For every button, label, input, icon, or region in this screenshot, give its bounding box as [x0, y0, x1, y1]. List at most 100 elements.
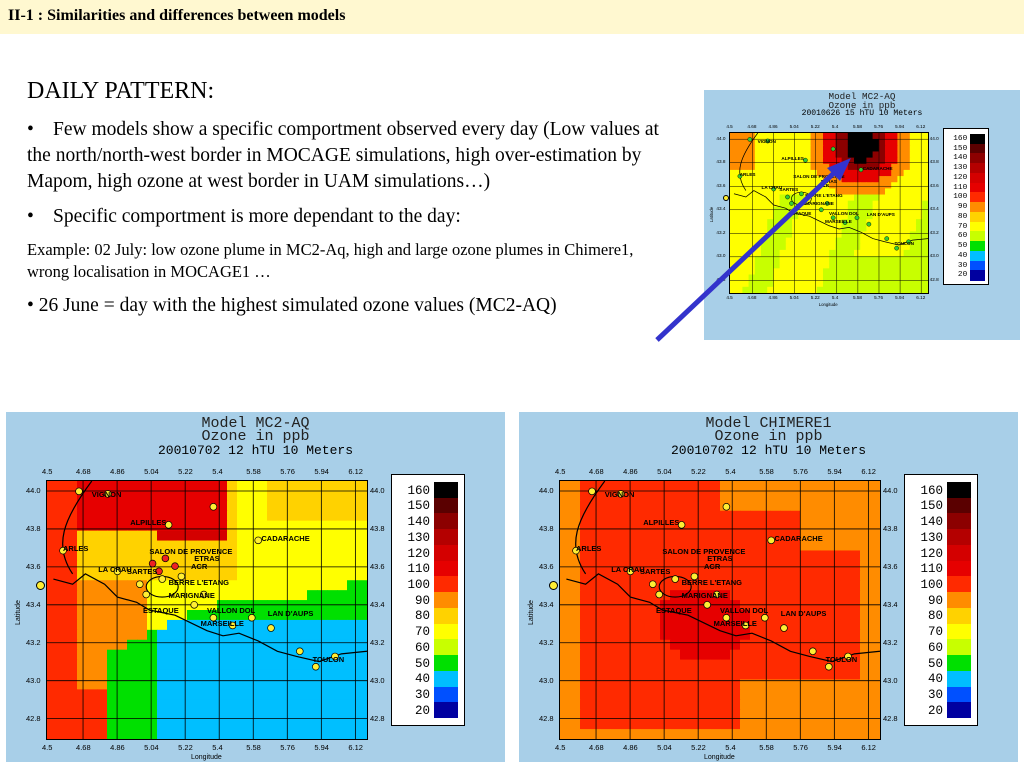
city-label: LAN D'AUPS	[780, 608, 827, 618]
ozone-cell	[87, 490, 98, 502]
ozone-cell	[729, 176, 737, 183]
ozone-cell	[816, 145, 824, 153]
ozone-cell	[107, 510, 118, 522]
y-tick-label: 42.8	[929, 277, 939, 283]
ozone-cell	[127, 689, 138, 700]
ozone-cell	[337, 679, 348, 690]
y-tick-label: 43.8	[716, 159, 726, 165]
ozone-cell	[47, 600, 58, 611]
ozone-cell	[820, 481, 831, 492]
ozone-cell	[590, 580, 601, 591]
ozone-cell	[921, 206, 929, 214]
ozone-cell	[47, 659, 58, 671]
ozone-cell	[773, 280, 780, 288]
ozone-cell	[277, 610, 288, 621]
ozone-cell	[797, 139, 805, 147]
ozone-cell	[840, 490, 851, 502]
ozone-cell	[797, 286, 805, 294]
ozone-cell	[47, 490, 58, 502]
ozone-cell	[754, 163, 762, 171]
ozone-cell	[277, 689, 288, 700]
ozone-cell	[187, 520, 198, 532]
ozone-cell	[810, 206, 818, 214]
ozone-cell	[760, 709, 771, 720]
ozone-cell	[804, 268, 811, 276]
ozone-cell	[307, 510, 318, 522]
ozone-cell	[560, 550, 571, 561]
ozone-cell	[700, 560, 711, 571]
legend-swatch	[947, 623, 971, 640]
ozone-cell	[257, 639, 268, 651]
ozone-cell	[630, 709, 641, 720]
ozone-cell	[87, 649, 98, 661]
ozone-cell	[866, 274, 873, 282]
ozone-cell	[137, 540, 148, 552]
ozone-cell	[297, 729, 308, 739]
ozone-cell	[735, 145, 743, 153]
ozone-cell	[237, 600, 248, 611]
y-tick-label: 43.2	[716, 229, 726, 235]
ozone-cell	[820, 490, 831, 502]
ozone-cell	[754, 262, 762, 270]
station-marker	[671, 575, 679, 583]
ozone-cell	[729, 170, 737, 177]
ozone-cell	[884, 133, 892, 140]
ozone-cell	[779, 250, 787, 257]
ozone-cell	[921, 243, 929, 251]
ozone-cell	[850, 729, 861, 739]
ozone-cell	[337, 550, 348, 561]
ozone-cell	[97, 550, 108, 561]
ozone-cell	[77, 639, 88, 651]
ozone-cell	[117, 729, 128, 739]
ozone-cell	[590, 481, 601, 492]
ozone-cell	[97, 729, 108, 739]
ozone-cell	[720, 699, 731, 710]
ozone-cell	[217, 481, 228, 492]
ozone-cell	[267, 689, 278, 700]
ozone-cell	[860, 619, 871, 631]
ozone-cell	[347, 580, 358, 591]
ozone-cell	[600, 560, 611, 571]
ozone-cell	[921, 268, 929, 276]
ozone-cell	[730, 669, 741, 681]
legend-value: 130	[407, 530, 430, 545]
ozone-cell	[770, 540, 781, 552]
ozone-cell	[760, 219, 768, 227]
ozone-cell	[720, 550, 731, 561]
ozone-cell	[748, 213, 756, 220]
ozone-cell	[77, 600, 88, 611]
ozone-cell	[710, 600, 721, 611]
ozone-cell	[127, 560, 138, 571]
ozone-cell	[117, 481, 128, 492]
ozone-cell	[580, 699, 591, 710]
x-tick-label: 5.76	[874, 124, 884, 130]
ozone-cell	[77, 510, 88, 522]
ozone-cell	[357, 540, 367, 552]
ozone-cell	[735, 151, 743, 159]
ozone-cell	[710, 689, 721, 700]
ozone-cell	[870, 629, 880, 641]
ozone-cell	[127, 510, 138, 522]
panel-title-var: Ozone in ppb	[201, 428, 310, 445]
ozone-cell	[117, 649, 128, 661]
x-tick-label: 4.68	[589, 467, 604, 476]
ozone-cell	[650, 590, 661, 601]
ozone-cell	[735, 231, 743, 239]
ozone-cell	[157, 689, 168, 700]
ozone-cell	[287, 629, 298, 641]
ozone-cell	[317, 530, 328, 542]
ozone-cell	[237, 669, 248, 681]
ozone-cell	[866, 188, 873, 196]
ozone-cell	[800, 699, 811, 710]
ozone-cell	[570, 659, 581, 671]
ozone-cell	[884, 250, 892, 257]
bullet-dot: •	[27, 206, 34, 227]
ozone-cell	[760, 170, 768, 177]
ozone-cell	[227, 560, 238, 571]
ozone-cell	[227, 639, 238, 651]
x-tick-label: 5.94	[895, 295, 905, 301]
ozone-cell	[217, 590, 228, 601]
panel-title-date: 20010702 12 hTU 10 Meters	[157, 443, 354, 458]
ozone-cell	[357, 719, 367, 730]
ozone-cell	[247, 530, 258, 542]
